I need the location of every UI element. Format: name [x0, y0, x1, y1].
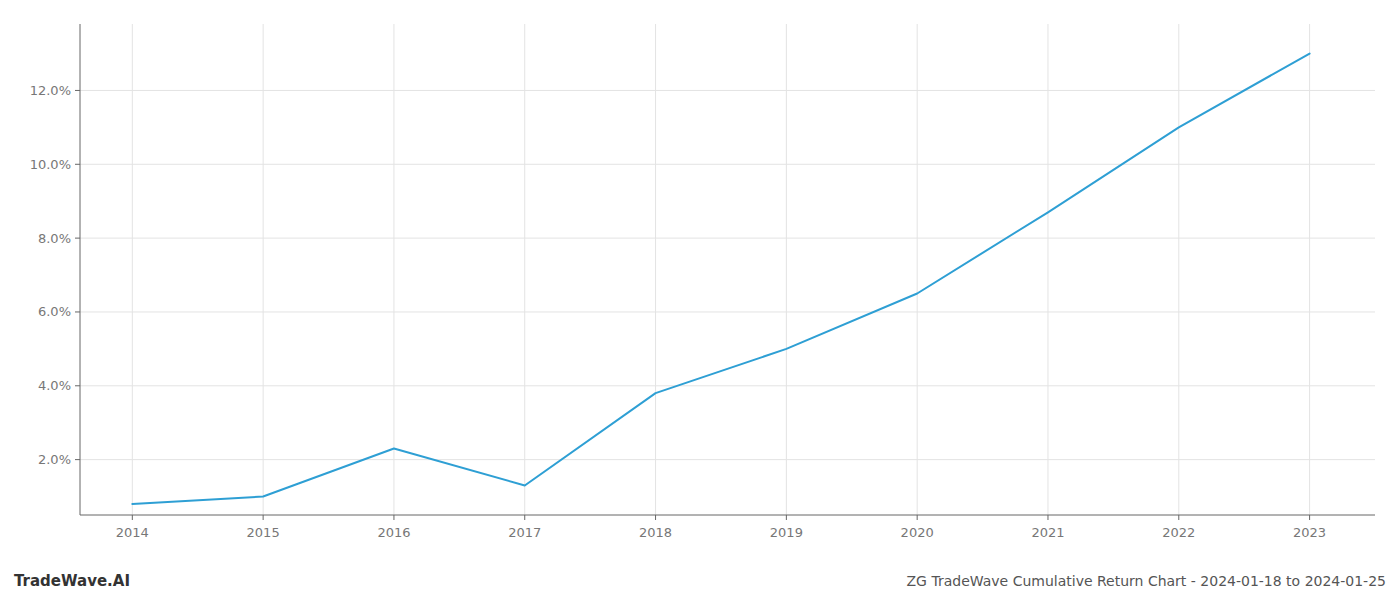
- title: ZG TradeWave Cumulative Return Chart - 2…: [907, 573, 1386, 589]
- footer-texts: TradeWave.AI ZG TradeWave Cumulative Retu…: [14, 572, 1386, 590]
- x-tick: [917, 515, 918, 520]
- x-grid-line: [524, 24, 525, 515]
- y-tick-label: 6.0%: [38, 304, 71, 319]
- x-tick-label: 2016: [377, 525, 410, 540]
- x-tick-label: 2021: [1031, 525, 1064, 540]
- chart-container: 2014 2015 2016 2017 2018 2019 2020 2021 2022 2023…: [0, 0, 1400, 600]
- x-tick-label: 2014: [116, 525, 149, 540]
- y-tick-label: 12.0%: [30, 83, 71, 98]
- x-tick: [1178, 515, 1179, 520]
- x-axis-line: [80, 515, 1375, 516]
- x-tick-label: 2023: [1293, 525, 1326, 540]
- axes: 2014 2015 2016 2017 2018 2019 2020 2021 2022 2023…: [30, 24, 1375, 540]
- x-tick-label: 2018: [639, 525, 672, 540]
- grid: [80, 24, 1375, 515]
- y-tick-label: 8.0%: [38, 231, 71, 246]
- x-tick-label: 2015: [247, 525, 280, 540]
- y-grid-line: [80, 238, 1375, 239]
- y-tick: [75, 459, 80, 460]
- chart-svg: 2014 2015 2016 2017 2018 2019 2020 2021 2022 2023…: [0, 0, 1400, 600]
- x-tick-label: 2022: [1162, 525, 1195, 540]
- y-grid-line: [80, 311, 1375, 312]
- y-tick: [75, 238, 80, 239]
- x-tick: [132, 515, 133, 520]
- y-tick: [75, 385, 80, 386]
- x-tick: [524, 515, 525, 520]
- watermark: TradeWave.AI: [14, 572, 130, 590]
- y-tick-label: 4.0%: [38, 378, 71, 393]
- x-tick: [1309, 515, 1310, 520]
- x-grid-line: [917, 24, 918, 515]
- y-tick: [75, 90, 80, 91]
- y-tick-label: 10.0%: [30, 157, 71, 172]
- x-tick-label: 2020: [901, 525, 934, 540]
- plot-area: [132, 54, 1309, 504]
- y-tick: [75, 311, 80, 312]
- x-tick: [1047, 515, 1048, 520]
- y-tick-label: 2.0%: [38, 452, 71, 467]
- x-grid-line: [263, 24, 264, 515]
- y-grid-line: [80, 459, 1375, 460]
- x-tick: [263, 515, 264, 520]
- x-tick: [393, 515, 394, 520]
- x-tick: [786, 515, 787, 520]
- y-axis-line: [80, 24, 81, 515]
- x-tick-label: 2019: [770, 525, 803, 540]
- x-grid-line: [786, 24, 787, 515]
- x-grid-line: [132, 24, 133, 515]
- y-grid-line: [80, 164, 1375, 165]
- y-grid-line: [80, 90, 1375, 91]
- x-tick: [655, 515, 656, 520]
- x-tick-label: 2017: [508, 525, 541, 540]
- x-grid-line: [1178, 24, 1179, 515]
- x-grid-line: [1047, 24, 1048, 515]
- data-line: [132, 54, 1309, 504]
- x-grid-line: [1309, 24, 1310, 515]
- x-grid-line: [393, 24, 394, 515]
- y-grid-line: [80, 385, 1375, 386]
- page: {"chart_data": {"type": "line", "title":…: [0, 0, 1400, 600]
- x-grid-line: [655, 24, 656, 515]
- y-tick: [75, 164, 80, 165]
